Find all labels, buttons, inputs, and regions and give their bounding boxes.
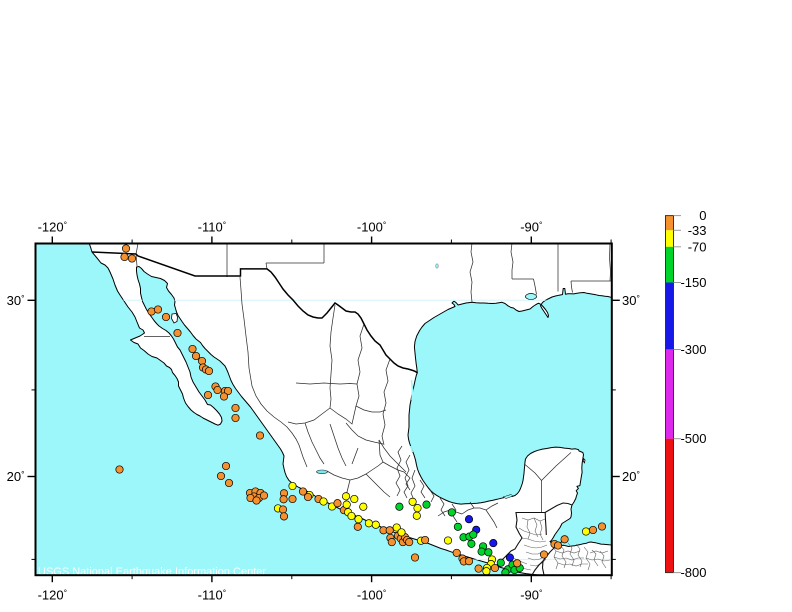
- svg-text:-800: -800: [680, 565, 706, 580]
- svg-text:-90°: -90°: [520, 220, 542, 235]
- svg-text:-110°: -110°: [198, 220, 226, 235]
- svg-text:-33: -33: [688, 223, 707, 238]
- svg-text:-90°: -90°: [520, 588, 542, 603]
- svg-text:-500: -500: [680, 431, 706, 446]
- svg-text:-100°: -100°: [357, 220, 386, 235]
- svg-text:20°: 20°: [622, 469, 640, 484]
- svg-text:-150: -150: [680, 275, 706, 290]
- svg-text:20°: 20°: [7, 469, 25, 484]
- svg-text:0: 0: [699, 208, 706, 223]
- svg-text:30°: 30°: [622, 293, 640, 308]
- svg-text:-300: -300: [680, 342, 706, 357]
- svg-text:-110°: -110°: [198, 588, 226, 603]
- svg-text:-120°: -120°: [38, 220, 67, 235]
- svg-text:30°: 30°: [7, 293, 25, 308]
- svg-text:USGS National Earthquake Infor: USGS National Earthquake Information Cen…: [38, 566, 266, 578]
- svg-text:-100°: -100°: [357, 588, 386, 603]
- svg-text:-70: -70: [688, 239, 707, 254]
- svg-text:-120°: -120°: [38, 588, 67, 603]
